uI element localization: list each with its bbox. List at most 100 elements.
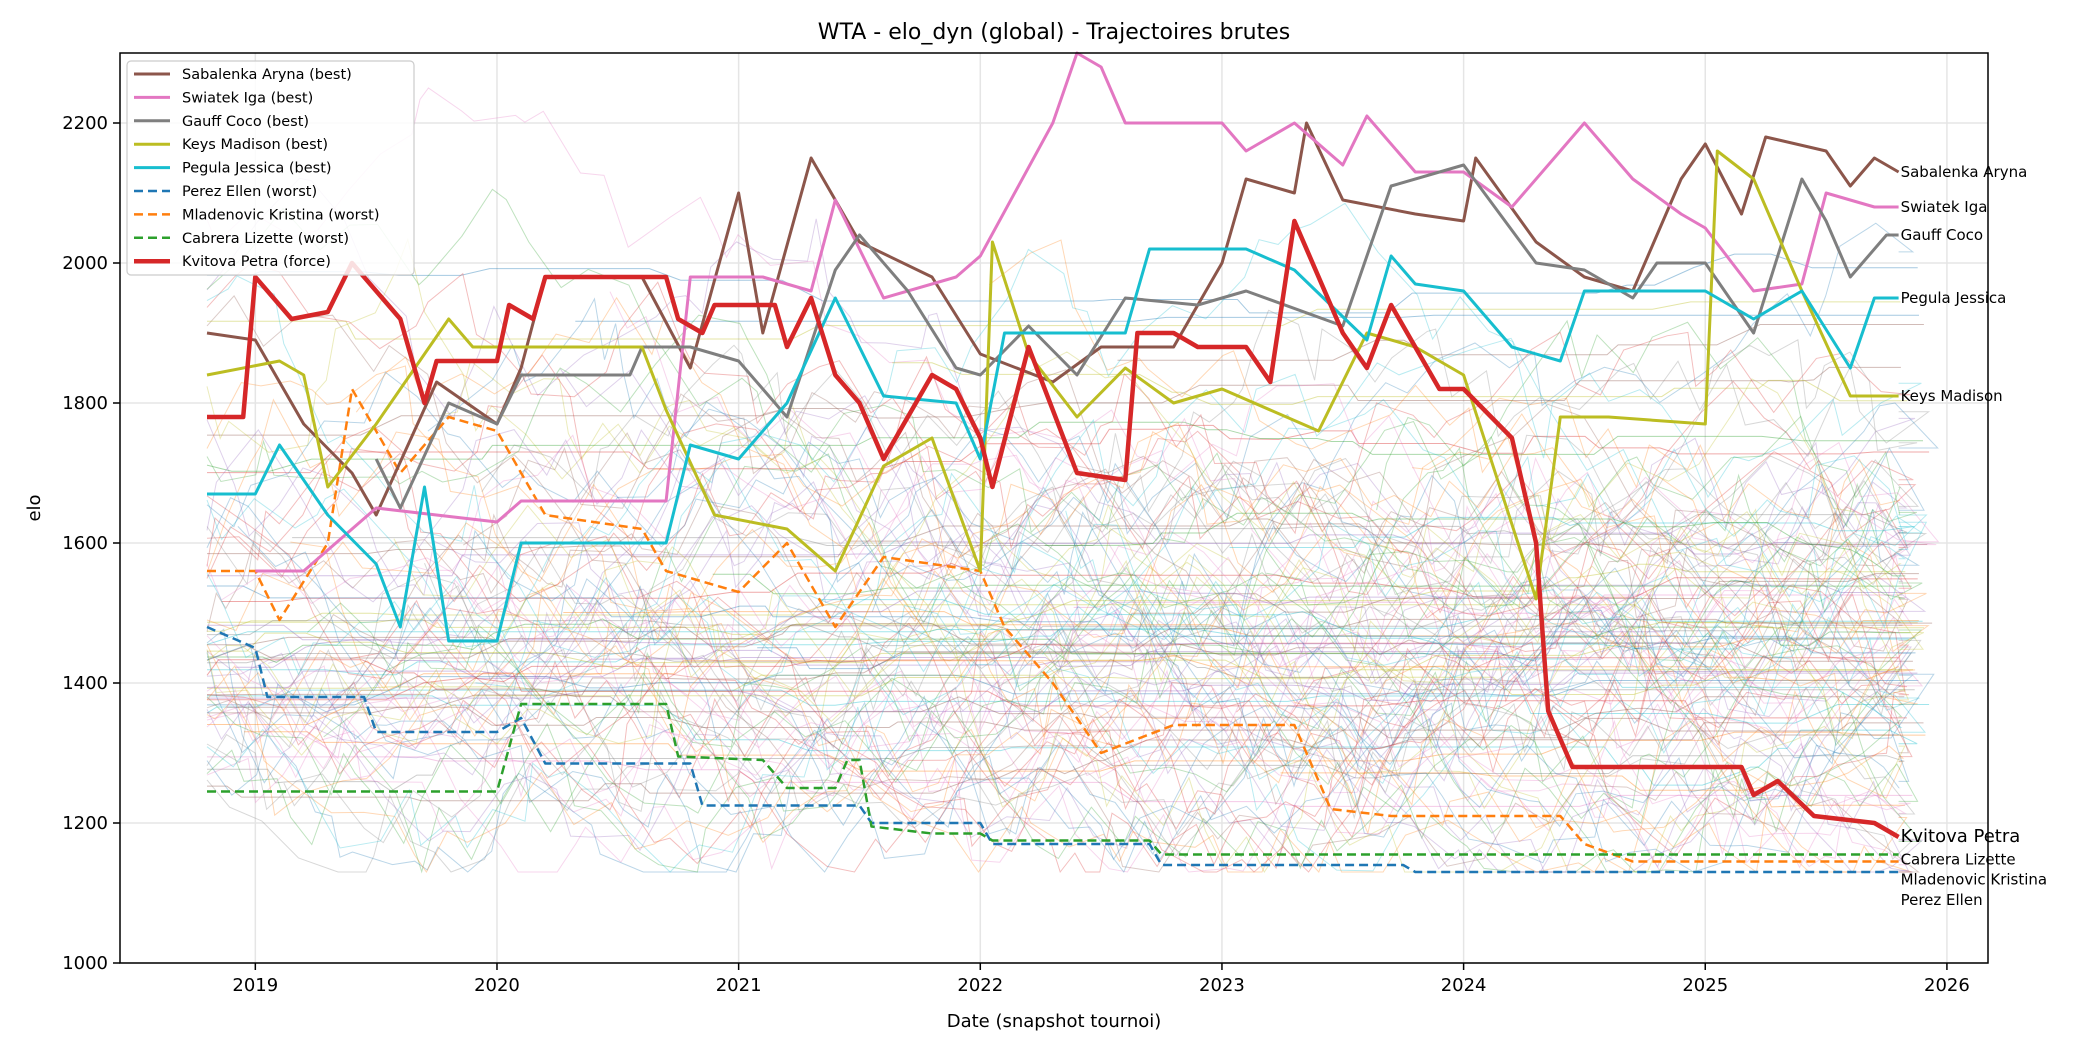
- legend-entry: Cabrera Lizette (worst): [182, 231, 349, 247]
- end-label: Perez Ellen: [1901, 891, 1983, 909]
- background-trajectory: [625, 540, 1913, 844]
- legend-entry: Gauff Coco (best): [182, 114, 309, 130]
- background-trajectory: [207, 655, 1900, 725]
- legend-entry: Keys Madison (best): [182, 137, 328, 153]
- background-trajectory: [207, 618, 1923, 676]
- background-trajectory: [406, 492, 1913, 821]
- background-trajectory: [207, 651, 1900, 688]
- background-trajectory: [207, 618, 1911, 663]
- background-trajectory: [206, 237, 1906, 672]
- background-trajectory: [206, 629, 1909, 650]
- background-trajectory: [283, 433, 1899, 807]
- background-trajectory: [393, 351, 1910, 717]
- background-trajectory: [818, 599, 1903, 728]
- background-trajectory: [427, 297, 1910, 782]
- background-trajectory: [206, 371, 1935, 873]
- background-trajectory: [206, 510, 1902, 873]
- series-line-pegula-jessica: [207, 247, 1899, 643]
- background-trajectory: [206, 689, 1930, 724]
- background-trajectory: [244, 731, 1926, 772]
- background-trajectory: [207, 618, 1933, 714]
- y-tick-label: 1400: [62, 673, 108, 694]
- background-trajectory: [355, 296, 1916, 733]
- background-trajectory: [967, 339, 1918, 764]
- background-trajectory: [328, 484, 1917, 811]
- background-trajectory: [206, 263, 1912, 550]
- background-trajectory: [206, 508, 1921, 873]
- background-trajectory: [206, 564, 1905, 873]
- background-trajectory: [206, 481, 1904, 703]
- background-trajectory: [207, 688, 1924, 739]
- axis-ticks: 2019 2020 2021 2022 2023 2024 2025 2026 1000 1200…: [62, 113, 1970, 996]
- background-trajectory: [206, 314, 1919, 873]
- background-trajectory: [206, 419, 1927, 873]
- x-tick-label: 2019: [232, 975, 278, 996]
- background-trajectory: [207, 672, 1918, 712]
- background-trajectory: [207, 585, 1916, 654]
- background-trajectory: [871, 402, 1939, 670]
- background-trajectory: [235, 611, 1904, 679]
- background-trajectory: [206, 552, 1907, 833]
- series-line-swiatek-iga: [255, 51, 1899, 573]
- background-trajectory: [206, 458, 1910, 872]
- y-tick-label: 2200: [62, 113, 108, 134]
- background-trajectory: [988, 239, 1901, 705]
- highlighted-series: [206, 51, 1900, 874]
- background-trajectory: [207, 604, 1918, 632]
- background-trajectory: [207, 573, 1919, 648]
- background-trajectory: [206, 432, 1905, 645]
- background-trajectory: [323, 509, 1917, 840]
- background-trajectory: [206, 188, 1903, 747]
- background-trajectory: [634, 319, 1901, 656]
- series-line-gauff-coco: [374, 163, 1899, 510]
- background-trajectory: [1073, 594, 1903, 614]
- background-trajectories: [206, 87, 1940, 874]
- x-tick-label: 2026: [1924, 975, 1970, 996]
- legend-box: [126, 60, 415, 276]
- y-tick-label: 2000: [62, 253, 108, 274]
- background-trajectory: [207, 745, 1905, 792]
- background-trajectory: [206, 643, 1914, 873]
- x-tick-label: 2023: [1199, 975, 1245, 996]
- x-tick-label: 2025: [1682, 975, 1728, 996]
- y-tick-label: 1600: [62, 533, 108, 554]
- background-trajectory: [997, 470, 1928, 688]
- background-trajectory: [206, 355, 1914, 634]
- background-trajectory: [1044, 512, 1906, 577]
- end-label: Sabalenka Aryna: [1901, 163, 2028, 181]
- background-trajectory: [221, 562, 1918, 602]
- legend-entry: Kvitova Petra (force): [182, 254, 331, 270]
- background-trajectory: [463, 369, 1910, 754]
- end-label: Gauff Coco: [1901, 226, 1984, 244]
- y-tick-label: 1000: [62, 953, 108, 974]
- x-tick-label: 2022: [957, 975, 1003, 996]
- background-trajectory: [206, 601, 1903, 838]
- background-trajectory: [206, 582, 1922, 829]
- background-trajectory: [206, 454, 1924, 780]
- legend-entry: Sabalenka Aryna (best): [182, 67, 352, 83]
- background-trajectory: [1072, 765, 1920, 873]
- background-trajectory: [206, 395, 1913, 873]
- legend-entry: Mladenovic Kristina (worst): [182, 207, 380, 223]
- background-trajectory: [559, 368, 1902, 745]
- background-trajectory: [206, 597, 1913, 873]
- background-trajectory: [206, 202, 1922, 648]
- background-trajectory: [443, 360, 1906, 873]
- background-trajectory: [206, 495, 1906, 874]
- background-trajectory: [206, 408, 1912, 759]
- background-trajectory: [206, 421, 1923, 472]
- background-trajectory: [206, 354, 1909, 580]
- background-trajectory: [292, 514, 1908, 546]
- background-trajectory: [475, 515, 1924, 688]
- series-line-mladenovic-kristina: [207, 387, 1899, 863]
- background-trajectory: [207, 674, 1919, 706]
- background-trajectory: [206, 537, 1925, 810]
- background-trajectory: [206, 455, 1901, 873]
- background-trajectory: [466, 669, 1914, 711]
- background-trajectory: [206, 337, 1909, 873]
- x-tick-label: 2020: [474, 975, 520, 996]
- background-trajectory: [1117, 324, 1924, 361]
- background-trajectory: [206, 569, 1908, 873]
- background-trajectory: [712, 573, 1912, 595]
- x-tick-label: 2024: [1441, 975, 1487, 996]
